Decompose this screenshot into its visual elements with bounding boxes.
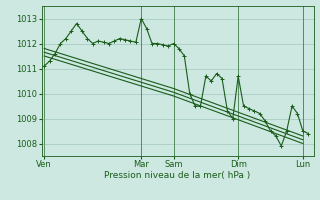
X-axis label: Pression niveau de la mer( hPa ): Pression niveau de la mer( hPa ) <box>104 171 251 180</box>
